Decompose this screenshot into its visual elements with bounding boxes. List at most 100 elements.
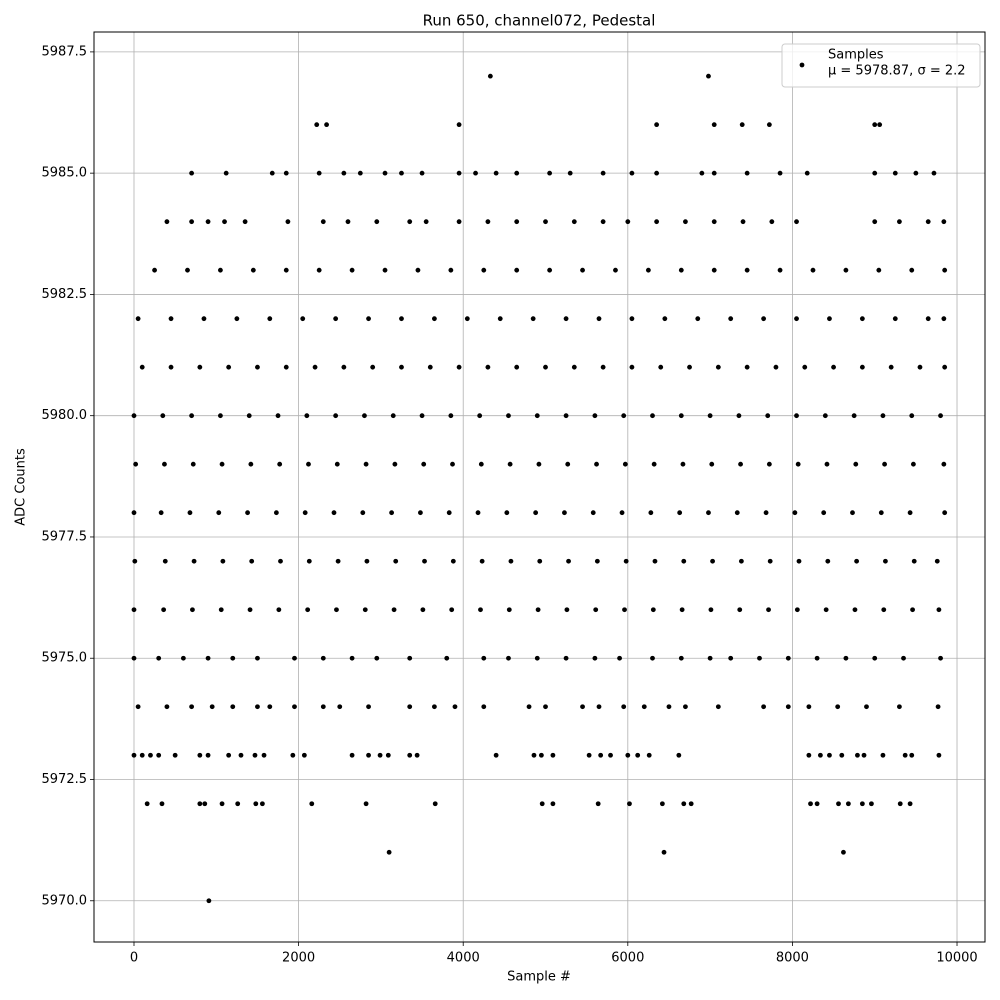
- point: [531, 752, 537, 758]
- point: [331, 510, 337, 516]
- point: [160, 413, 166, 419]
- chart-title: Run 650, channel072, Pedestal: [423, 12, 656, 30]
- point: [562, 510, 567, 516]
- point: [185, 267, 190, 273]
- point: [853, 461, 859, 467]
- point: [942, 364, 948, 370]
- point: [205, 752, 211, 758]
- point: [852, 607, 858, 613]
- point: [535, 607, 541, 613]
- point: [364, 558, 370, 564]
- point: [739, 122, 745, 128]
- point: [226, 752, 232, 758]
- point: [864, 704, 869, 710]
- point: [189, 704, 195, 710]
- point: [131, 510, 137, 516]
- point: [292, 704, 297, 710]
- point: [925, 219, 931, 225]
- point: [349, 752, 355, 758]
- point: [197, 364, 203, 370]
- point: [824, 461, 830, 467]
- point: [334, 607, 339, 613]
- point: [662, 316, 668, 322]
- point: [481, 267, 487, 273]
- point: [432, 801, 438, 807]
- point: [478, 461, 484, 467]
- point: [880, 752, 886, 758]
- point: [456, 219, 462, 225]
- point: [448, 267, 454, 273]
- point: [619, 510, 625, 516]
- point: [432, 316, 437, 322]
- point: [769, 219, 775, 225]
- point: [255, 704, 260, 710]
- point: [859, 364, 865, 370]
- point: [806, 704, 812, 710]
- point: [792, 510, 798, 516]
- point: [158, 510, 164, 516]
- point: [794, 413, 799, 419]
- point: [571, 364, 577, 370]
- point: [934, 558, 940, 564]
- point: [728, 655, 734, 661]
- point: [504, 510, 510, 516]
- point: [738, 461, 743, 467]
- point: [273, 510, 279, 516]
- point: [202, 801, 208, 807]
- point: [444, 655, 450, 661]
- point: [506, 607, 512, 613]
- point: [707, 655, 713, 661]
- point: [761, 704, 767, 710]
- point: [710, 558, 715, 564]
- x-tick-label: 0: [130, 951, 138, 966]
- point: [825, 558, 831, 564]
- point: [399, 364, 404, 370]
- point: [571, 219, 577, 225]
- point: [596, 704, 602, 710]
- legend-marker: [799, 62, 805, 68]
- point: [206, 898, 212, 904]
- point: [835, 704, 841, 710]
- point: [362, 413, 367, 419]
- point: [563, 655, 569, 661]
- point: [374, 219, 380, 225]
- point: [419, 413, 425, 419]
- point: [715, 364, 721, 370]
- point: [728, 316, 734, 322]
- point: [621, 413, 627, 419]
- point: [320, 219, 326, 225]
- point: [761, 316, 767, 322]
- point: [382, 170, 388, 176]
- point: [622, 461, 628, 467]
- point: [822, 413, 828, 419]
- point: [487, 73, 493, 79]
- point: [715, 704, 721, 710]
- point: [859, 316, 865, 322]
- point: [324, 122, 329, 128]
- point: [688, 801, 694, 807]
- point: [823, 607, 829, 613]
- point: [427, 364, 433, 370]
- point: [623, 558, 629, 564]
- point: [897, 704, 902, 710]
- point: [292, 655, 297, 661]
- point: [247, 607, 253, 613]
- point: [309, 801, 315, 807]
- point: [892, 170, 898, 176]
- point: [629, 170, 635, 176]
- point: [550, 801, 556, 807]
- point: [180, 655, 186, 661]
- point: [333, 413, 339, 419]
- point: [766, 122, 772, 128]
- legend: Samples μ = 5978.87, σ = 2.2: [781, 43, 981, 88]
- point: [432, 704, 437, 710]
- point: [148, 752, 153, 758]
- point: [909, 413, 915, 419]
- point: [139, 364, 145, 370]
- point: [156, 655, 162, 661]
- point: [567, 170, 573, 176]
- point: [377, 752, 383, 758]
- point: [255, 364, 260, 370]
- point: [795, 461, 801, 467]
- point: [911, 558, 917, 564]
